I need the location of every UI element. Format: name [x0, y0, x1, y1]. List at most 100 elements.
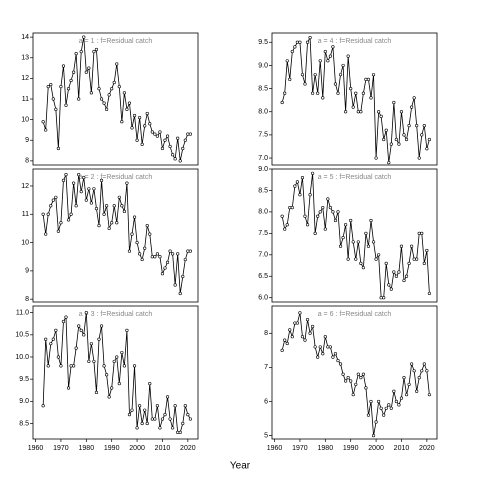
data-point — [41, 120, 45, 124]
data-point — [112, 204, 116, 208]
data-point — [168, 249, 172, 253]
panel-strip-label: a = 6 : f=Residual catch — [318, 311, 392, 318]
data-point — [295, 40, 299, 44]
data-point — [364, 386, 368, 390]
data-point — [311, 171, 315, 175]
data-point — [84, 311, 88, 315]
data-point — [288, 206, 292, 210]
data-point — [387, 403, 391, 407]
data-point — [303, 214, 307, 218]
data-point — [49, 204, 53, 208]
data-point — [321, 96, 325, 100]
data-point — [178, 430, 182, 434]
data-point — [313, 345, 317, 349]
data-point — [145, 111, 149, 116]
data-point — [135, 426, 139, 430]
data-point — [364, 77, 368, 81]
data-point — [318, 345, 322, 349]
y-tick-label: 8.5 — [258, 85, 268, 92]
data-point — [125, 107, 129, 111]
data-point — [127, 413, 132, 417]
y-tick-label: 9.5 — [258, 39, 268, 46]
data-point — [56, 146, 60, 151]
data-point — [176, 430, 180, 434]
data-point — [49, 82, 53, 87]
data-point — [359, 261, 363, 265]
data-point — [300, 175, 305, 180]
data-point — [41, 404, 45, 408]
data-point — [415, 257, 419, 261]
data-point — [117, 85, 121, 89]
data-point — [148, 381, 152, 386]
data-point — [283, 91, 287, 95]
y-tick-label: 6 — [264, 398, 268, 405]
data-point — [49, 342, 53, 346]
data-point — [89, 91, 93, 95]
data-point — [415, 124, 419, 128]
data-point — [160, 272, 165, 276]
data-point — [316, 214, 320, 218]
data-point — [374, 257, 378, 261]
data-point — [132, 364, 137, 368]
data-point — [51, 198, 55, 202]
data-point — [346, 54, 350, 58]
data-point — [323, 335, 327, 339]
data-point — [333, 82, 338, 86]
data-point — [145, 223, 149, 228]
data-point — [425, 369, 429, 373]
x-tick-label: 1970 — [53, 445, 69, 452]
data-point — [392, 270, 396, 274]
data-point — [298, 193, 302, 197]
x-tick-label: 1990 — [343, 445, 359, 452]
data-point — [148, 122, 152, 126]
data-point — [318, 210, 322, 214]
data-point — [326, 59, 330, 63]
data-point — [425, 248, 429, 253]
data-point — [397, 403, 401, 407]
data-point — [404, 393, 409, 397]
data-point — [420, 369, 424, 373]
data-point — [153, 417, 157, 421]
data-point — [168, 417, 172, 421]
data-point — [341, 236, 345, 240]
data-point — [384, 261, 388, 265]
data-point — [382, 413, 386, 417]
data-point — [153, 132, 157, 136]
data-point — [283, 227, 287, 231]
data-point — [66, 386, 71, 390]
data-point — [313, 73, 317, 77]
series-line — [281, 36, 430, 163]
data-point — [74, 346, 78, 350]
x-tick-label: 2010 — [394, 445, 410, 452]
data-point — [427, 137, 431, 142]
data-point — [305, 40, 310, 44]
data-point — [346, 376, 350, 380]
data-point — [165, 134, 170, 138]
y-tick-label: 6.0 — [258, 295, 268, 302]
data-point — [158, 130, 162, 134]
data-point — [359, 376, 363, 380]
data-point — [176, 252, 180, 256]
data-point — [323, 49, 327, 54]
data-point — [311, 324, 315, 329]
data-point — [148, 232, 152, 236]
y-tick-label: 14 — [21, 34, 29, 41]
data-point — [356, 110, 360, 114]
data-point — [387, 161, 391, 165]
y-tick-label: 9 — [25, 268, 29, 275]
data-point — [420, 231, 424, 235]
data-point — [117, 381, 121, 386]
data-point — [415, 389, 419, 393]
data-point — [94, 390, 99, 395]
data-point — [165, 260, 170, 264]
panel-frame — [32, 305, 199, 440]
data-point — [79, 190, 83, 194]
data-point — [79, 328, 83, 332]
y-tick-label: 11 — [22, 211, 29, 218]
data-point — [130, 408, 134, 412]
data-point — [300, 73, 305, 77]
data-point — [112, 80, 116, 85]
series-line — [42, 37, 191, 161]
data-point — [412, 96, 416, 100]
panel-frame — [271, 32, 438, 166]
